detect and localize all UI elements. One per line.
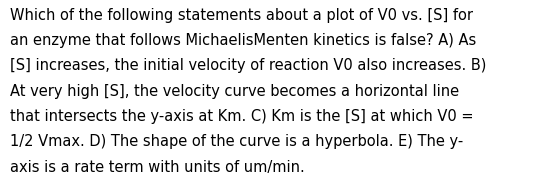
Text: Which of the following statements about a plot of V0 vs. [S] for: Which of the following statements about … bbox=[10, 8, 473, 23]
Text: At very high [S], the velocity curve becomes a horizontal line: At very high [S], the velocity curve bec… bbox=[10, 84, 459, 99]
Text: axis is a rate term with units of um/min.: axis is a rate term with units of um/min… bbox=[10, 160, 305, 175]
Text: that intersects the y-axis at Km. C) Km is the [S] at which V0 =: that intersects the y-axis at Km. C) Km … bbox=[10, 109, 474, 124]
Text: 1/2 Vmax. D) The shape of the curve is a hyperbola. E) The y-: 1/2 Vmax. D) The shape of the curve is a… bbox=[10, 134, 463, 149]
Text: an enzyme that follows MichaelisMenten kinetics is false? A) As: an enzyme that follows MichaelisMenten k… bbox=[10, 33, 477, 48]
Text: [S] increases, the initial velocity of reaction V0 also increases. B): [S] increases, the initial velocity of r… bbox=[10, 58, 487, 73]
